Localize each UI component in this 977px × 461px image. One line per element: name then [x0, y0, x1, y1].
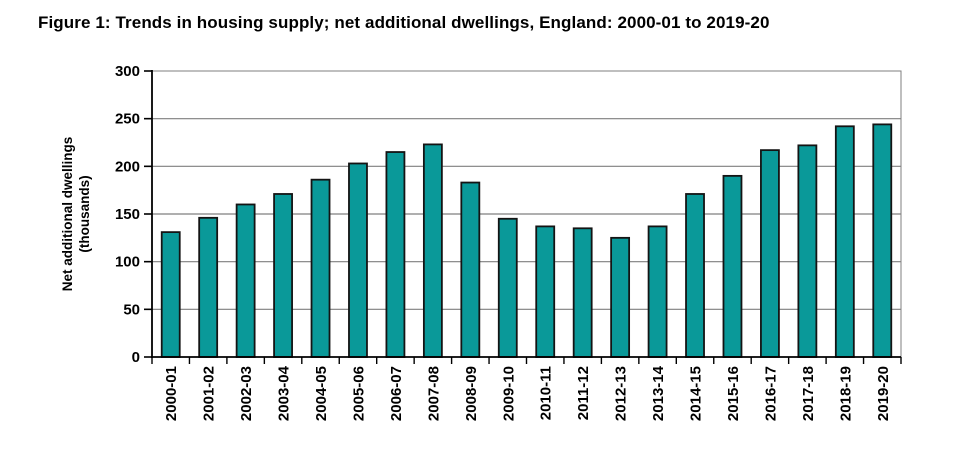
y-axis-title-line-2: (thousands)	[77, 175, 92, 252]
x-label-2005-06: 2005-06	[350, 366, 367, 421]
x-label-2007-08: 2007-08	[425, 366, 442, 421]
y-tick-label-250: 250	[115, 111, 140, 128]
bar-2000-01	[160, 231, 181, 358]
x-label-2003-04: 2003-04	[276, 365, 293, 421]
bar-2011-12	[572, 227, 593, 358]
y-axis-title-line-1: Net additional dwellings	[60, 137, 75, 292]
x-label-2011-12: 2011-12	[575, 366, 592, 420]
bar-2012-13	[610, 236, 631, 358]
bar-2006-07	[385, 151, 406, 358]
bar-2004-05	[310, 178, 331, 358]
x-label-2014-15: 2014-15	[688, 366, 705, 421]
x-label-2009-10: 2009-10	[500, 366, 517, 421]
x-label-2015-16: 2015-16	[725, 366, 742, 421]
x-label-2006-07: 2006-07	[388, 366, 405, 421]
bar-2009-10	[497, 217, 518, 358]
bar-2013-14	[647, 225, 668, 358]
x-label-2001-02: 2001-02	[201, 366, 218, 421]
x-label-2017-18: 2017-18	[800, 366, 817, 421]
bar-2019-20	[872, 123, 893, 358]
bar-2018-19	[834, 125, 855, 358]
x-label-2004-05: 2004-05	[313, 366, 330, 421]
bar-2017-18	[797, 144, 818, 358]
x-label-2019-20: 2019-20	[875, 366, 892, 421]
bar-2007-08	[422, 143, 443, 358]
bar-2001-02	[198, 216, 219, 358]
bar-2003-04	[273, 193, 293, 358]
y-tick-label-50: 50	[123, 301, 140, 318]
bar-2005-06	[348, 162, 368, 358]
x-label-2008-09: 2008-09	[463, 366, 480, 421]
bar-2016-17	[760, 149, 780, 358]
x-label-2000-01: 2000-01	[163, 366, 180, 421]
x-label-2012-13: 2012-13	[613, 366, 630, 421]
bar-2015-16	[722, 174, 743, 358]
x-label-2010-11: 2010-11	[538, 366, 555, 420]
y-tick-label-150: 150	[115, 206, 140, 223]
bar-2010-11	[535, 225, 556, 358]
bar-2014-15	[685, 193, 705, 358]
x-label-2018-19: 2018-19	[837, 366, 854, 421]
y-tick-label-300: 300	[115, 63, 140, 80]
figure-title: Figure 1: Trends in housing supply; net …	[38, 13, 770, 32]
x-label-2002-03: 2002-03	[238, 366, 255, 421]
bar-2002-03	[235, 203, 256, 358]
x-label-2013-14: 2013-14	[650, 365, 667, 421]
y-tick-label-100: 100	[115, 254, 140, 271]
y-tick-label-200: 200	[115, 158, 140, 175]
bar-2008-09	[460, 181, 481, 358]
x-label-2016-17: 2016-17	[762, 366, 779, 421]
y-tick-label-0: 0	[132, 349, 140, 366]
